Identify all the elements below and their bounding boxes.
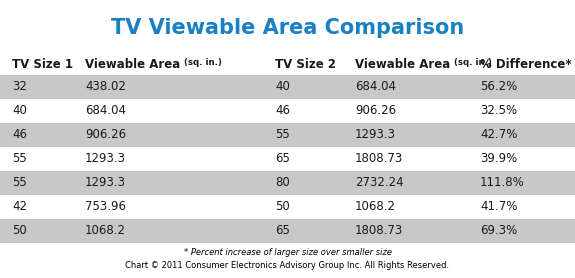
Text: 46: 46 [12, 128, 27, 142]
Text: 111.8%: 111.8% [480, 177, 525, 190]
Text: 684.04: 684.04 [85, 105, 126, 118]
Text: 39.9%: 39.9% [480, 153, 518, 165]
Text: Viewable Area: Viewable Area [355, 58, 450, 71]
Text: 55: 55 [12, 177, 27, 190]
Text: Chart © 2011 Consumer Electronics Advisory Group Inc. All Rights Reserved.: Chart © 2011 Consumer Electronics Adviso… [125, 261, 450, 270]
Bar [0, 147, 575, 171]
Text: 1808.73: 1808.73 [355, 153, 403, 165]
Text: 69.3%: 69.3% [480, 225, 518, 237]
Text: Viewable Area: Viewable Area [85, 58, 180, 71]
Bar [0, 171, 575, 195]
Text: 1293.3: 1293.3 [85, 153, 126, 165]
Text: 65: 65 [275, 225, 290, 237]
Text: 32: 32 [12, 81, 27, 93]
Text: TV Size 1: TV Size 1 [12, 58, 73, 71]
Text: 753.96: 753.96 [85, 200, 126, 214]
Text: 55: 55 [12, 153, 27, 165]
Text: 1068.2: 1068.2 [355, 200, 396, 214]
Text: 65: 65 [275, 153, 290, 165]
Text: 906.26: 906.26 [355, 105, 396, 118]
Text: (sq. in.): (sq. in.) [181, 58, 222, 67]
Text: 32.5%: 32.5% [480, 105, 517, 118]
Text: 438.02: 438.02 [85, 81, 126, 93]
Text: 50: 50 [12, 225, 27, 237]
Text: TV Viewable Area Comparison: TV Viewable Area Comparison [111, 18, 464, 38]
Text: 684.04: 684.04 [355, 81, 396, 93]
Text: 55: 55 [275, 128, 290, 142]
Text: TV Size 2: TV Size 2 [275, 58, 336, 71]
Bar [0, 219, 575, 243]
Text: 2732.24: 2732.24 [355, 177, 404, 190]
Text: 56.2%: 56.2% [480, 81, 518, 93]
Text: 42.7%: 42.7% [480, 128, 518, 142]
Text: 50: 50 [275, 200, 290, 214]
Text: 906.26: 906.26 [85, 128, 126, 142]
Text: 1293.3: 1293.3 [355, 128, 396, 142]
Bar [0, 195, 575, 219]
Bar [0, 99, 575, 123]
Text: % Difference*: % Difference* [480, 58, 572, 71]
Text: 41.7%: 41.7% [480, 200, 518, 214]
Text: 1068.2: 1068.2 [85, 225, 126, 237]
Bar [0, 75, 575, 99]
Text: (sq. in.): (sq. in.) [451, 58, 492, 67]
Text: 40: 40 [12, 105, 27, 118]
Text: 46: 46 [275, 105, 290, 118]
Text: 1293.3: 1293.3 [85, 177, 126, 190]
Text: 1808.73: 1808.73 [355, 225, 403, 237]
Text: 80: 80 [275, 177, 290, 190]
Text: * Percent increase of larger size over smaller size: * Percent increase of larger size over s… [183, 248, 392, 257]
Text: 42: 42 [12, 200, 27, 214]
Text: 40: 40 [275, 81, 290, 93]
Bar [0, 123, 575, 147]
